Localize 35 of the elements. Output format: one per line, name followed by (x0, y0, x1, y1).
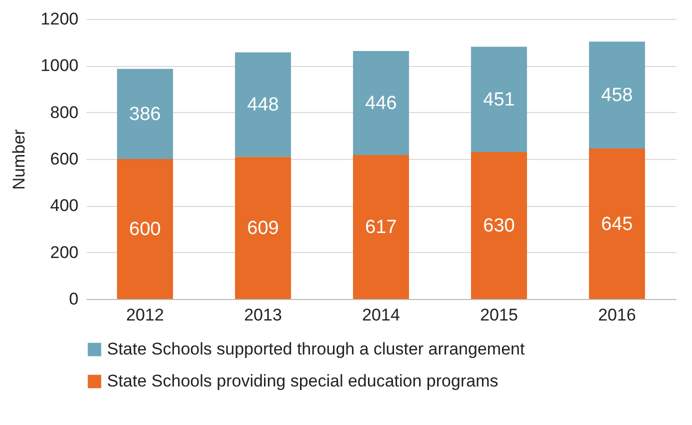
y-axis-title: Number (10, 128, 29, 190)
x-tick-label: 2012 (126, 306, 164, 324)
data-label: 448 (247, 94, 279, 116)
data-label: 600 (129, 219, 161, 240)
data-label: 609 (247, 218, 279, 239)
bar (589, 148, 645, 299)
legend-label: State Schools providing special education programs (107, 372, 498, 390)
legend-label: State Schools supported through a cluster arrangement (107, 340, 525, 358)
data-label: 458 (601, 85, 633, 106)
bar (117, 159, 173, 299)
bar (471, 46, 527, 152)
data-label: 451 (483, 89, 515, 110)
data-label: 645 (601, 214, 633, 235)
y-tick-label: 800 (50, 102, 78, 122)
x-tick-label: 2014 (362, 306, 400, 324)
bar (235, 156, 291, 299)
bar (589, 42, 645, 148)
y-tick-label: 1200 (40, 10, 78, 28)
y-tick-label: 600 (50, 150, 78, 168)
y-tick-label: 0 (69, 290, 78, 308)
data-label: 617 (365, 217, 397, 238)
data-label: 630 (483, 216, 515, 236)
x-tick-label: 2016 (598, 306, 636, 324)
bar (471, 152, 527, 299)
bar (235, 52, 291, 157)
x-tick-label: 2013 (244, 306, 282, 324)
data-label: 386 (129, 104, 161, 125)
y-tick-label: 400 (50, 196, 78, 216)
bar (353, 155, 409, 299)
bar (117, 68, 173, 159)
y-tick-label: 200 (50, 242, 78, 262)
data-label: 446 (365, 93, 397, 114)
y-tick-label: 1000 (40, 56, 78, 76)
x-tick-label: 2015 (480, 306, 518, 324)
bar (353, 50, 409, 156)
